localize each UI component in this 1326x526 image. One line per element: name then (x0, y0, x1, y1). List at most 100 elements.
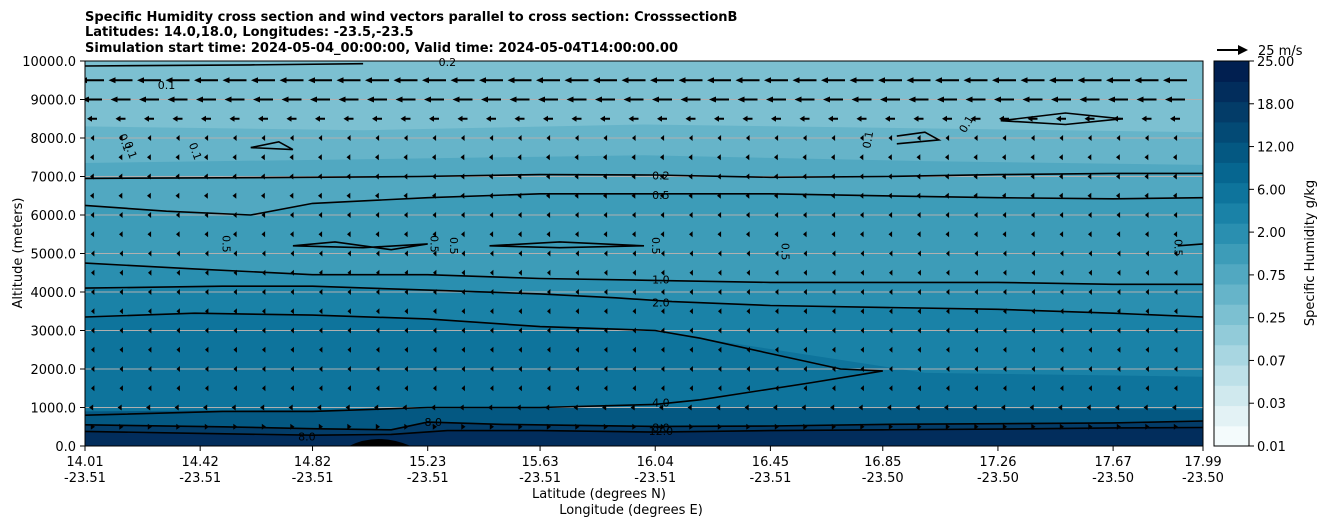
wind-vector-head (652, 96, 659, 103)
contour-label: 0.5 (649, 237, 662, 255)
x-axis: 14.01-23.5114.42-23.5114.82-23.5115.23-2… (64, 446, 1224, 486)
wind-vector-head (856, 115, 862, 122)
wind-vector-head (718, 366, 722, 372)
contour-line (85, 285, 1203, 318)
wind-vector-head (1088, 250, 1092, 257)
wind-vector-head (205, 366, 209, 372)
contour-label: 0.2 (652, 170, 670, 183)
y-tick-label: 2000.0 (31, 363, 77, 378)
wind-vector-head (689, 327, 693, 334)
wind-vector-head (717, 154, 721, 161)
wind-vector-head (1059, 231, 1064, 238)
wind-vector-head (657, 115, 662, 122)
wind-vector-head (832, 289, 836, 295)
wind-vector-head (604, 346, 608, 353)
wind-vector-head (1003, 366, 1007, 372)
wind-vector-head (518, 250, 522, 257)
wind-vector-head (517, 154, 522, 161)
wind-vector-head (744, 404, 749, 411)
wind-vector-head (889, 385, 893, 392)
humidity-filled-contours (85, 61, 1203, 446)
quiver-key-arrow-icon (1238, 45, 1248, 55)
wind-vector-head (1174, 250, 1178, 257)
wind-vector-head (659, 404, 664, 411)
wind-vector-head (319, 366, 323, 372)
x-tick-label-lon: -23.51 (64, 471, 106, 486)
wind-vector-head (336, 77, 344, 84)
wind-vector-head (718, 289, 722, 295)
wind-vector-head (289, 192, 294, 199)
wind-vector-head (486, 115, 491, 122)
wind-vector-head (233, 366, 237, 372)
wind-vector-head (718, 250, 722, 257)
wind-vector-head (461, 135, 465, 141)
wind-vector-head (632, 289, 636, 295)
wind-vector-head (832, 385, 836, 392)
quiver-key-label: 25 m/s (1258, 44, 1303, 59)
wind-vector-head (860, 269, 864, 276)
wind-vector-head (119, 135, 123, 141)
wind-vector-head (424, 96, 431, 103)
wind-vector-head (889, 308, 893, 315)
x-axis-label-lat: Latitude (degrees N) (532, 487, 666, 502)
wind-vector-head (775, 250, 779, 257)
wind-vector-head (204, 231, 209, 238)
wind-vector-head (232, 154, 237, 161)
contour-label: 0.1 (116, 132, 134, 153)
wind-vector-head (507, 77, 515, 84)
wind-vector-head (830, 404, 835, 411)
wind-vector-head (917, 423, 922, 430)
wind-vector-head (536, 77, 543, 84)
wind-vector-head (281, 96, 289, 103)
wind-vector-head (518, 346, 522, 353)
x-tick-label-lon: -23.50 (1092, 471, 1134, 486)
wind-vector-head (735, 77, 743, 84)
wind-vector-head (771, 115, 776, 122)
wind-vector-head (632, 135, 636, 141)
wind-vector-head (942, 115, 947, 122)
wind-vector-head (489, 154, 493, 161)
wind-vector-head (603, 231, 608, 238)
wind-vector-head (404, 366, 408, 372)
wind-vector-head (479, 77, 486, 84)
wind-vector-head (689, 385, 693, 392)
y-tick-label: 9000.0 (31, 94, 77, 109)
wind-vector-head (889, 327, 893, 334)
wind-vector-head (593, 77, 600, 84)
wind-vector-head (1117, 327, 1121, 334)
colorbar-segment (1214, 202, 1249, 224)
wind-vector-head (347, 231, 351, 238)
title-line-3: Simulation start time: 2024-05-04_00:00:… (85, 41, 678, 56)
colorbar-segment (1214, 81, 1249, 103)
y-tick-label: 0.0 (55, 440, 76, 455)
wind-vector-head (1058, 404, 1063, 411)
wind-vector-head (290, 385, 294, 392)
wind-vector-head (803, 250, 807, 257)
wind-vector-head (514, 115, 520, 122)
wind-vector-head (147, 192, 151, 199)
wind-vector-head (1174, 327, 1178, 334)
wind-vector-head (148, 269, 152, 276)
wind-vector-head (774, 212, 779, 218)
contour-label: 8.0 (652, 421, 670, 434)
wind-vector-head (1060, 366, 1064, 372)
wind-vector-head (1173, 173, 1177, 180)
wind-vector-head (1031, 346, 1035, 353)
wind-vector-head (376, 250, 380, 257)
wind-vector-head (917, 385, 921, 392)
wind-vector-head (689, 231, 693, 238)
wind-vector-head (888, 212, 893, 218)
wind-vector-head (1165, 96, 1172, 103)
wind-vector-head (604, 289, 608, 295)
wind-vector-head (1134, 77, 1142, 84)
wind-vector-head (118, 192, 123, 199)
wind-vector-head (345, 404, 350, 411)
wind-vector-head (689, 346, 693, 353)
wind-vector-head (347, 385, 351, 392)
wind-vector-head (1117, 346, 1121, 353)
contour-line (1177, 243, 1203, 247)
wind-vector-head (461, 231, 465, 238)
wind-vector-head (742, 115, 748, 122)
wind-vector-head (91, 385, 95, 392)
x-tick-label-lat: 16.85 (864, 455, 901, 470)
